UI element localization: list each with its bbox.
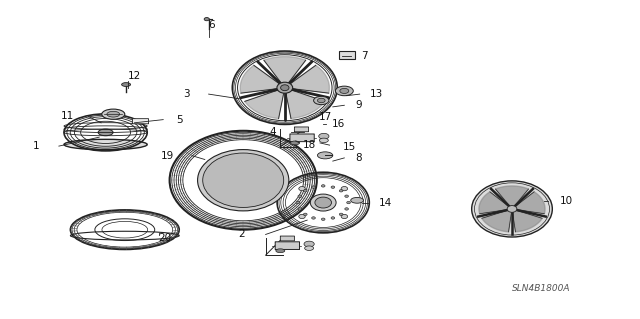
Ellipse shape — [319, 133, 329, 139]
Text: 14: 14 — [379, 197, 392, 208]
Ellipse shape — [341, 187, 348, 191]
Polygon shape — [285, 88, 325, 119]
Ellipse shape — [296, 201, 300, 204]
Ellipse shape — [298, 208, 301, 210]
Text: 10: 10 — [560, 196, 573, 206]
Ellipse shape — [345, 195, 348, 197]
Ellipse shape — [335, 86, 353, 96]
Ellipse shape — [299, 187, 305, 191]
Text: 11: 11 — [60, 111, 74, 122]
Text: 20: 20 — [159, 233, 172, 243]
Ellipse shape — [507, 205, 517, 212]
FancyBboxPatch shape — [290, 134, 314, 142]
Ellipse shape — [64, 139, 147, 150]
Ellipse shape — [340, 88, 349, 93]
Ellipse shape — [319, 138, 328, 143]
FancyBboxPatch shape — [294, 127, 308, 132]
Ellipse shape — [310, 194, 336, 211]
Polygon shape — [512, 209, 542, 232]
Ellipse shape — [317, 98, 325, 103]
Text: 7: 7 — [362, 51, 368, 61]
Ellipse shape — [351, 197, 364, 203]
Ellipse shape — [339, 189, 343, 192]
Polygon shape — [285, 65, 330, 93]
Ellipse shape — [312, 217, 316, 219]
Polygon shape — [244, 88, 285, 119]
Ellipse shape — [304, 241, 314, 247]
Ellipse shape — [303, 213, 307, 216]
Ellipse shape — [107, 111, 120, 117]
Ellipse shape — [317, 152, 333, 159]
Text: 8: 8 — [355, 153, 362, 163]
Ellipse shape — [299, 214, 305, 219]
Ellipse shape — [303, 189, 307, 192]
Polygon shape — [495, 186, 529, 209]
Text: 17: 17 — [319, 112, 332, 122]
Ellipse shape — [204, 18, 209, 21]
Polygon shape — [512, 192, 545, 214]
Text: 1: 1 — [33, 141, 40, 151]
FancyBboxPatch shape — [132, 119, 148, 124]
Ellipse shape — [321, 218, 325, 220]
Text: 2: 2 — [239, 229, 245, 240]
Ellipse shape — [198, 150, 289, 211]
Text: 3: 3 — [183, 89, 189, 99]
Ellipse shape — [98, 129, 113, 136]
FancyBboxPatch shape — [339, 51, 355, 59]
Ellipse shape — [331, 217, 335, 219]
Polygon shape — [479, 192, 512, 214]
Ellipse shape — [312, 186, 316, 189]
Text: 16: 16 — [332, 119, 345, 129]
Ellipse shape — [315, 197, 332, 208]
Polygon shape — [482, 209, 512, 232]
Ellipse shape — [339, 213, 343, 216]
Polygon shape — [240, 65, 285, 93]
Text: 12: 12 — [128, 71, 141, 81]
Ellipse shape — [331, 186, 335, 189]
Ellipse shape — [305, 246, 314, 250]
Ellipse shape — [280, 85, 289, 91]
Text: 19: 19 — [161, 151, 174, 161]
Text: SLN4B1800A: SLN4B1800A — [512, 284, 570, 293]
Ellipse shape — [298, 195, 301, 197]
FancyBboxPatch shape — [280, 236, 294, 241]
Ellipse shape — [341, 214, 348, 219]
Ellipse shape — [472, 181, 552, 237]
Text: 5: 5 — [176, 115, 182, 125]
Text: 15: 15 — [342, 142, 356, 152]
Ellipse shape — [345, 208, 348, 210]
Ellipse shape — [314, 96, 329, 105]
Polygon shape — [264, 56, 306, 88]
Text: 13: 13 — [370, 89, 383, 99]
Ellipse shape — [122, 83, 131, 86]
Ellipse shape — [291, 141, 300, 145]
Ellipse shape — [102, 109, 125, 119]
Ellipse shape — [203, 153, 284, 207]
Ellipse shape — [347, 201, 350, 204]
Text: 9: 9 — [356, 100, 362, 110]
Text: 6: 6 — [209, 20, 215, 30]
Text: 18: 18 — [303, 140, 316, 150]
Ellipse shape — [277, 82, 292, 93]
Text: 4: 4 — [270, 127, 276, 137]
Ellipse shape — [321, 185, 325, 187]
Ellipse shape — [276, 249, 285, 253]
FancyBboxPatch shape — [275, 242, 300, 249]
